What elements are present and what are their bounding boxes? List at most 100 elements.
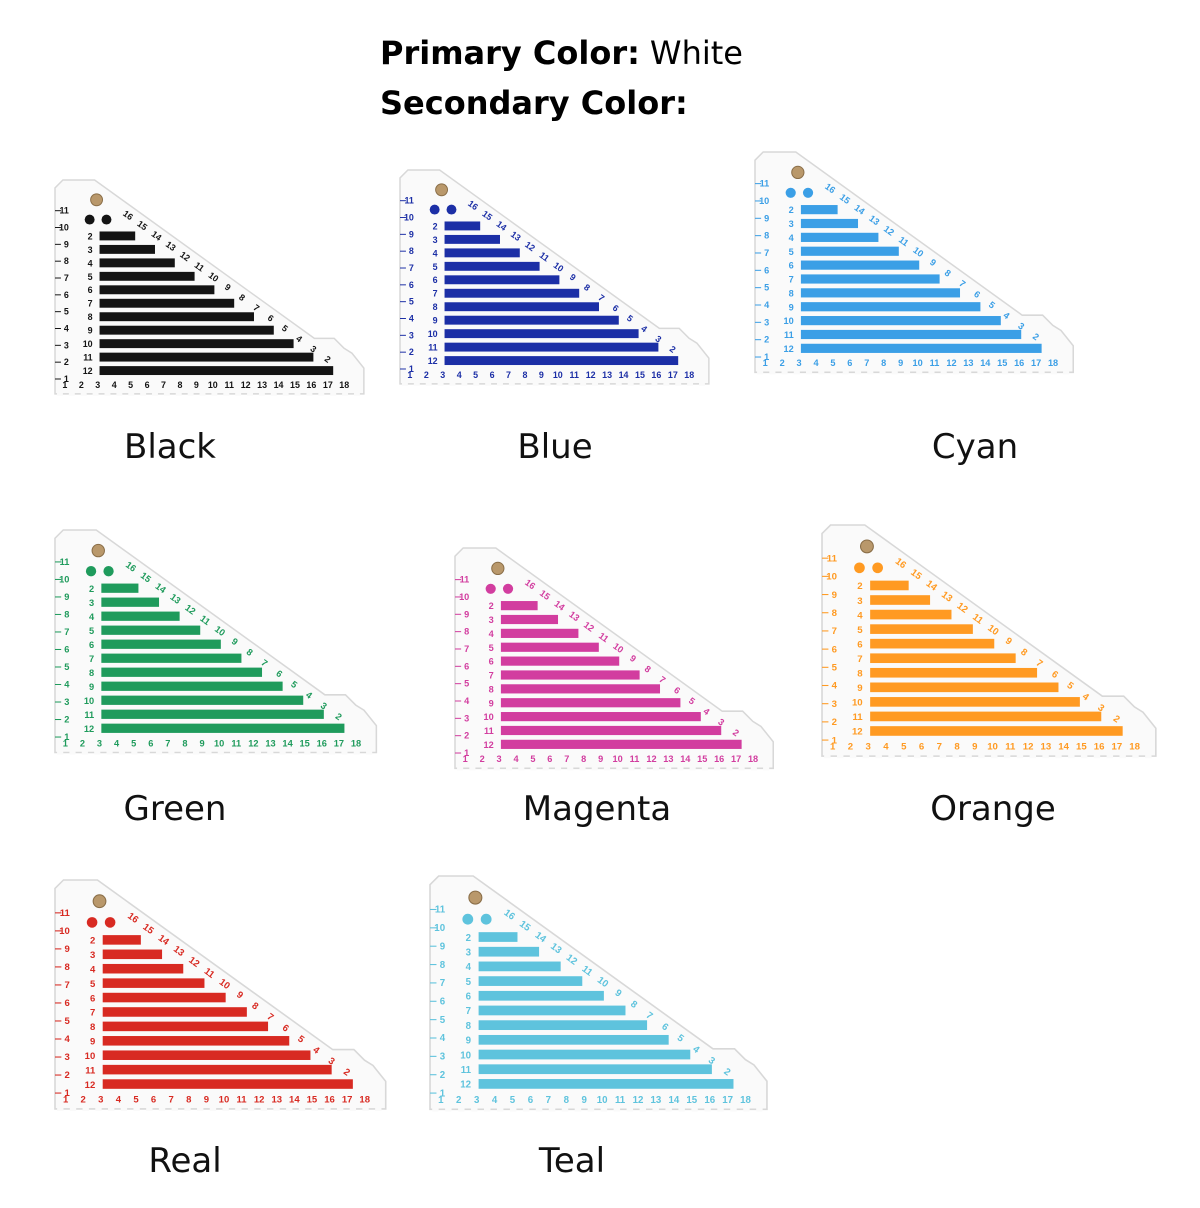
serration [508,381,515,386]
bottom-number: 4 [513,754,519,764]
row-number: 5 [489,643,494,653]
bottom-number: 14 [1058,742,1069,753]
bar [500,614,559,625]
serration [1003,753,1011,759]
serration [615,381,622,386]
serration [579,766,586,771]
row-number: 6 [789,261,794,271]
serration [461,381,468,386]
serration [613,1107,621,1112]
serration [94,750,101,755]
row-number: 4 [433,248,438,258]
serration [69,750,76,755]
row-number: 10 [484,712,494,722]
bottom-number: 17 [722,1095,733,1106]
bottom-number: 13 [1040,742,1051,753]
bottom-number: 11 [570,370,579,380]
bar [800,260,920,270]
serration [914,753,921,759]
bar [800,288,961,298]
serration [199,391,206,396]
bottom-number: 5 [128,380,133,390]
serration [432,1107,439,1112]
side-number: 9 [440,941,446,952]
row-number: 8 [857,669,863,680]
serration [235,1106,242,1112]
bottom-number: 3 [866,742,871,753]
serration [279,750,286,755]
diagonal-number: 5 [289,679,299,690]
bottom-number: 6 [547,754,552,764]
side-number: 7 [764,248,769,258]
hang-hole [435,183,449,197]
side-number: 10 [826,572,837,583]
serration [548,1107,556,1112]
side-number: 11 [435,905,446,916]
row-number: 6 [433,275,438,285]
serration [104,391,111,396]
bottom-number: 10 [987,742,998,753]
bar [478,976,583,986]
diagonal-number: 7 [1034,658,1045,670]
bar [444,275,560,285]
bar [444,248,520,258]
row-number: 7 [89,654,94,664]
diagonal-number: 12 [183,602,197,616]
bottom-number: 17 [342,1095,353,1106]
bottom-number: 1 [763,358,768,368]
diagonal-number: 2 [1111,713,1122,725]
serration [698,381,705,386]
diagonal-number: 4 [639,323,649,334]
side-number: 7 [464,644,469,654]
side-number: 5 [832,663,838,674]
serration [175,391,182,396]
serration [903,370,911,375]
row-number: 12 [484,740,494,750]
diagonal-number: 10 [217,977,232,992]
serration [989,370,996,375]
diagonal-number: 6 [972,289,982,300]
diagonal-number: 3 [1016,321,1026,332]
bottom-number: 17 [1031,358,1041,368]
bottom-number: 11 [615,1095,626,1106]
bar [101,723,345,733]
serration [336,1106,344,1112]
side-number: 2 [64,715,69,725]
row-number: 3 [857,596,862,607]
serration [756,1107,763,1112]
bar [500,642,599,652]
side-number: 7 [409,263,414,273]
serration [324,1106,331,1112]
serration [304,750,311,755]
serration [1016,753,1024,759]
serration [738,766,745,771]
serration [952,753,959,759]
serration [401,381,408,386]
row-number: 9 [88,326,93,336]
bottom-number: 5 [131,738,136,748]
bottom-number: 12 [633,1095,644,1106]
row-number: 8 [88,312,93,322]
bottom-number: 10 [553,370,563,380]
serration [69,1106,77,1112]
side-number: 7 [440,978,445,989]
dot [101,214,112,225]
bottom-number: 13 [271,1095,282,1106]
bottom-number: 13 [257,380,267,390]
diagonal-number: 9 [230,636,240,647]
row-number: 8 [489,684,494,694]
serration [1055,753,1062,759]
row-number: 7 [789,275,794,285]
bottom-number: 8 [186,1095,191,1106]
bar [101,625,201,635]
diagonal-number: 10 [611,641,625,655]
serration [108,1106,115,1112]
bottom-number: 1 [438,1095,444,1106]
bottom-number: 10 [208,380,218,390]
serration [258,391,265,396]
row-number: 8 [789,288,794,298]
side-number: 10 [759,196,769,206]
side-number: 6 [764,265,769,275]
row-number: 2 [466,933,472,944]
serration [568,381,575,386]
